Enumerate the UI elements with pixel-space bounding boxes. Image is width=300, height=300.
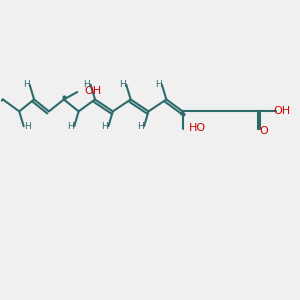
Polygon shape	[64, 97, 66, 100]
Text: OH: OH	[273, 106, 290, 116]
Text: H: H	[84, 80, 90, 89]
Text: H: H	[67, 122, 74, 131]
Text: H: H	[23, 80, 29, 89]
Text: O: O	[259, 126, 268, 136]
Text: H: H	[137, 122, 144, 131]
Text: H: H	[119, 80, 126, 89]
Text: H: H	[155, 80, 162, 89]
Text: H: H	[101, 122, 108, 131]
Text: H: H	[24, 122, 31, 131]
Text: OH: OH	[85, 85, 102, 96]
Text: HO: HO	[189, 123, 206, 133]
Polygon shape	[180, 111, 183, 115]
